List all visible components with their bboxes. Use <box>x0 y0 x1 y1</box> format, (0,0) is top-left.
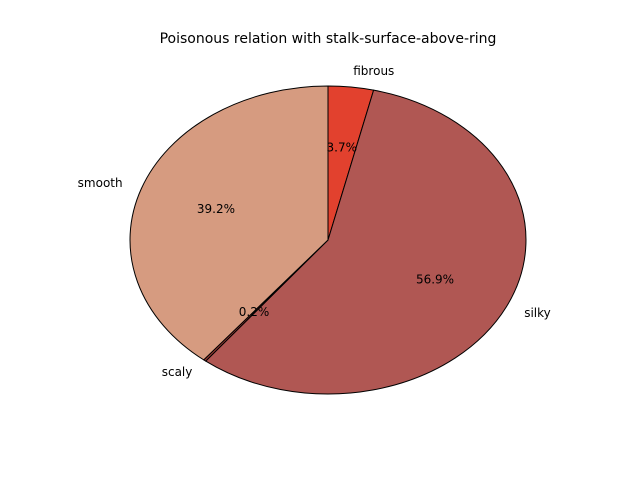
pie-slice-smooth <box>129 85 329 361</box>
pie-percent-label-smooth: 39.2% <box>197 202 235 216</box>
pie-category-label-silky: silky <box>524 306 551 320</box>
pie-category-labels: fibrous silky scaly smooth <box>78 64 551 379</box>
pie-percent-labels: 3.7% 56.9% 0.2% 39.2% <box>197 141 454 319</box>
pie-percent-label-scaly: 0.2% <box>239 305 270 319</box>
pie-category-label-fibrous: fibrous <box>353 64 394 78</box>
pie-category-label-smooth: smooth <box>78 176 123 190</box>
pie-slices <box>129 85 527 395</box>
pie-percent-label-fibrous: 3.7% <box>327 141 358 155</box>
pie-category-label-scaly: scaly <box>162 365 193 379</box>
chart-title: Poisonous relation with stalk-surface-ab… <box>160 31 497 47</box>
pie-slice-silky <box>204 89 527 395</box>
pie-percent-label-silky: 56.9% <box>416 273 454 287</box>
